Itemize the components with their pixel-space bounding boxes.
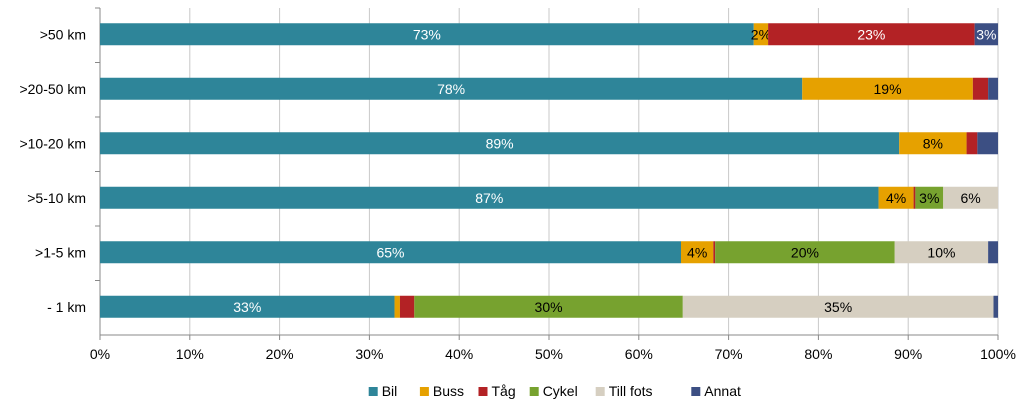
bar-segment: [802, 77, 973, 100]
category-label: - 1 km: [47, 299, 86, 315]
data-label: 6%: [960, 190, 980, 206]
bar-segment: [399, 295, 415, 318]
legend-swatch: [419, 387, 429, 396]
bar-segment: [100, 241, 682, 264]
bar-segment: [878, 186, 914, 209]
x-tick-label: 60%: [625, 346, 653, 362]
bar-segment: [899, 132, 967, 155]
bar-segment: [943, 186, 998, 209]
data-label: 8%: [923, 135, 943, 151]
legend-label: Buss: [433, 383, 464, 399]
legend-swatch: [595, 387, 605, 396]
data-label: 89%: [486, 135, 514, 151]
bar-segment: [913, 186, 916, 209]
category-label: >10-20 km: [19, 135, 86, 151]
data-label: 19%: [874, 81, 902, 97]
legend-label: Cykel: [543, 383, 578, 399]
bar-segment: [753, 23, 769, 46]
data-label: 73%: [413, 26, 441, 42]
x-tick-label: 10%: [176, 346, 204, 362]
data-label: 3%: [919, 190, 939, 206]
bar-segment: [715, 241, 895, 264]
bar-segment: [713, 241, 716, 264]
bar-segment: [972, 77, 989, 100]
category-label: >20-50 km: [19, 81, 86, 97]
data-label: 35%: [824, 299, 852, 315]
x-tick-label: 70%: [715, 346, 743, 362]
category-label: >50 km: [40, 26, 86, 42]
legend-swatch: [529, 387, 539, 396]
x-tick-label: 50%: [535, 346, 563, 362]
data-label: 20%: [791, 244, 819, 260]
bar-segment: [394, 295, 400, 318]
x-tick-label: 0%: [90, 346, 110, 362]
bar-segment: [100, 23, 754, 46]
bar-segment: [414, 295, 683, 318]
x-tick-label: 80%: [804, 346, 832, 362]
legend-swatch: [368, 387, 378, 396]
category-label: >5-10 km: [27, 190, 86, 206]
data-label: 3%: [976, 26, 996, 42]
x-tick-label: 100%: [980, 346, 1016, 362]
legend-swatch: [478, 387, 488, 396]
data-label: 33%: [233, 299, 261, 315]
data-label: 65%: [376, 244, 404, 260]
data-label: 23%: [857, 26, 885, 42]
bar-segment: [894, 241, 989, 264]
bar-segment: [681, 241, 714, 264]
data-label: 10%: [927, 244, 955, 260]
bar-segment: [977, 132, 998, 155]
bar-segment: [100, 77, 803, 100]
data-label: 87%: [475, 190, 503, 206]
bar-segment: [100, 132, 900, 155]
bar-segment: [768, 23, 975, 46]
x-tick-label: 90%: [894, 346, 922, 362]
bar-segment: [974, 23, 998, 46]
legend-label: Annat: [704, 383, 741, 399]
data-label: 4%: [886, 190, 906, 206]
data-label: 4%: [687, 244, 707, 260]
bar-segment: [966, 132, 978, 155]
bar-segment: [988, 241, 998, 264]
x-tick-label: 20%: [266, 346, 294, 362]
bar-segment: [100, 295, 395, 318]
legend-label: Bil: [382, 383, 398, 399]
data-label: 78%: [437, 81, 465, 97]
legend-swatch: [691, 387, 701, 396]
data-label: 2%: [751, 26, 771, 42]
bar-segment: [682, 295, 994, 318]
x-tick-label: 40%: [445, 346, 473, 362]
data-label: 30%: [535, 299, 563, 315]
bar-segment: [100, 186, 879, 209]
category-label: >1-5 km: [35, 244, 86, 260]
bar-segment: [993, 295, 998, 318]
legend-label: Till fots: [609, 383, 653, 399]
legend-label: Tåg: [492, 383, 516, 399]
x-tick-label: 30%: [355, 346, 383, 362]
bar-segment: [915, 186, 944, 209]
bar-segment: [988, 77, 998, 100]
